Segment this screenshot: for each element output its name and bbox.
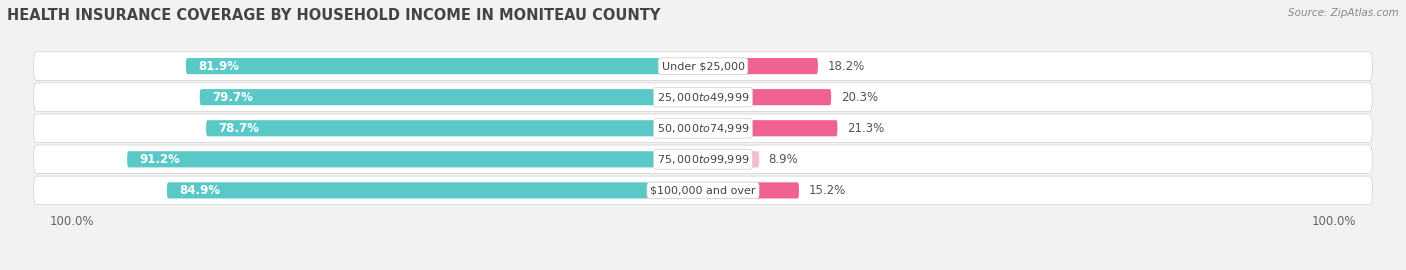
FancyBboxPatch shape <box>34 176 1372 205</box>
FancyBboxPatch shape <box>706 89 831 105</box>
Text: 91.2%: 91.2% <box>139 153 180 166</box>
Text: $100,000 and over: $100,000 and over <box>650 185 756 195</box>
FancyBboxPatch shape <box>34 52 1372 80</box>
FancyBboxPatch shape <box>127 151 700 167</box>
FancyBboxPatch shape <box>167 182 700 198</box>
FancyBboxPatch shape <box>34 145 1372 174</box>
Text: 84.9%: 84.9% <box>180 184 221 197</box>
FancyBboxPatch shape <box>706 151 759 167</box>
FancyBboxPatch shape <box>706 58 818 74</box>
Text: 20.3%: 20.3% <box>841 91 877 104</box>
Text: 8.9%: 8.9% <box>769 153 799 166</box>
FancyBboxPatch shape <box>706 120 838 136</box>
FancyBboxPatch shape <box>186 58 700 74</box>
FancyBboxPatch shape <box>207 120 700 136</box>
Text: 81.9%: 81.9% <box>198 60 239 73</box>
Text: $50,000 to $74,999: $50,000 to $74,999 <box>657 122 749 135</box>
Text: Under $25,000: Under $25,000 <box>661 61 745 71</box>
Text: HEALTH INSURANCE COVERAGE BY HOUSEHOLD INCOME IN MONITEAU COUNTY: HEALTH INSURANCE COVERAGE BY HOUSEHOLD I… <box>7 8 661 23</box>
Text: 78.7%: 78.7% <box>219 122 260 135</box>
Text: $25,000 to $49,999: $25,000 to $49,999 <box>657 91 749 104</box>
FancyBboxPatch shape <box>34 83 1372 112</box>
Text: 18.2%: 18.2% <box>827 60 865 73</box>
FancyBboxPatch shape <box>34 114 1372 143</box>
FancyBboxPatch shape <box>200 89 700 105</box>
Text: 21.3%: 21.3% <box>846 122 884 135</box>
Text: $75,000 to $99,999: $75,000 to $99,999 <box>657 153 749 166</box>
FancyBboxPatch shape <box>706 182 799 198</box>
Text: 15.2%: 15.2% <box>808 184 845 197</box>
Text: 79.7%: 79.7% <box>212 91 253 104</box>
Text: Source: ZipAtlas.com: Source: ZipAtlas.com <box>1288 8 1399 18</box>
